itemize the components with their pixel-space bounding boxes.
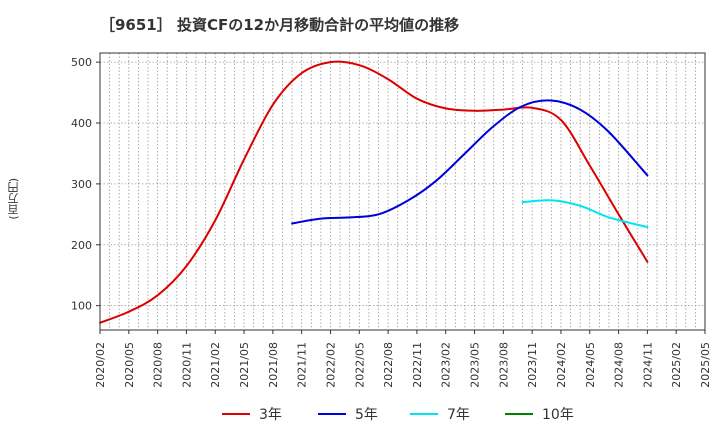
x-tick-label: 2023/08	[497, 342, 510, 388]
x-tick-label: 2023/02	[440, 342, 453, 388]
legend-label-1: 3年	[259, 407, 282, 423]
series-line-1	[99, 60, 649, 324]
series-line-2	[291, 99, 649, 225]
x-tick-label: 2023/11	[526, 342, 539, 388]
y-tick-label: 400	[71, 117, 92, 130]
y-tick-label: 300	[71, 178, 92, 191]
y-axis: 100 200 300 400 500	[71, 56, 100, 313]
x-tick-label: 2024/08	[613, 342, 626, 388]
series-lines	[99, 60, 649, 324]
x-tick-label: 2024/11	[641, 342, 654, 388]
legend: 3年 5年 7年 10年	[222, 407, 574, 423]
chart-title: ［9651］ 投資CFの12か月移動合計の平均値の推移	[100, 16, 460, 34]
legend-label-2: 5年	[355, 407, 378, 423]
x-tick-label: 2020/11	[180, 342, 193, 388]
x-tick-label: 2021/02	[209, 342, 222, 388]
x-tick-label: 2022/05	[353, 342, 366, 388]
x-tick-label: 2025/02	[670, 342, 683, 388]
x-tick-label: 2022/02	[324, 342, 337, 388]
x-tick-label: 2021/05	[238, 342, 251, 388]
plot-frame	[99, 52, 706, 331]
x-tick-label: 2024/02	[555, 342, 568, 388]
x-tick-label: 2025/05	[699, 342, 712, 388]
x-tick-label: 2022/08	[382, 342, 395, 388]
y-tick-label: 100	[71, 300, 92, 313]
x-tick-label: 2022/11	[411, 342, 424, 388]
x-tick-label: 2020/02	[94, 342, 107, 388]
y-tick-label: 200	[71, 239, 92, 252]
x-tick-label: 2021/08	[267, 342, 280, 388]
x-axis: 2020/02 2020/05 2020/08 2020/11 2021/02 2021/…	[94, 330, 712, 388]
x-tick-label: 2023/05	[469, 342, 482, 388]
y-tick-label: 500	[71, 56, 92, 69]
x-tick-label: 2020/08	[152, 342, 165, 388]
x-tick-label: 2020/05	[123, 342, 136, 388]
x-tick-label: 2024/05	[584, 342, 597, 388]
series-line-3	[521, 199, 649, 229]
grid	[100, 53, 705, 330]
legend-label-4: 10年	[542, 407, 574, 423]
legend-label-3: 7年	[447, 407, 470, 423]
x-tick-label: 2021/11	[296, 342, 309, 388]
